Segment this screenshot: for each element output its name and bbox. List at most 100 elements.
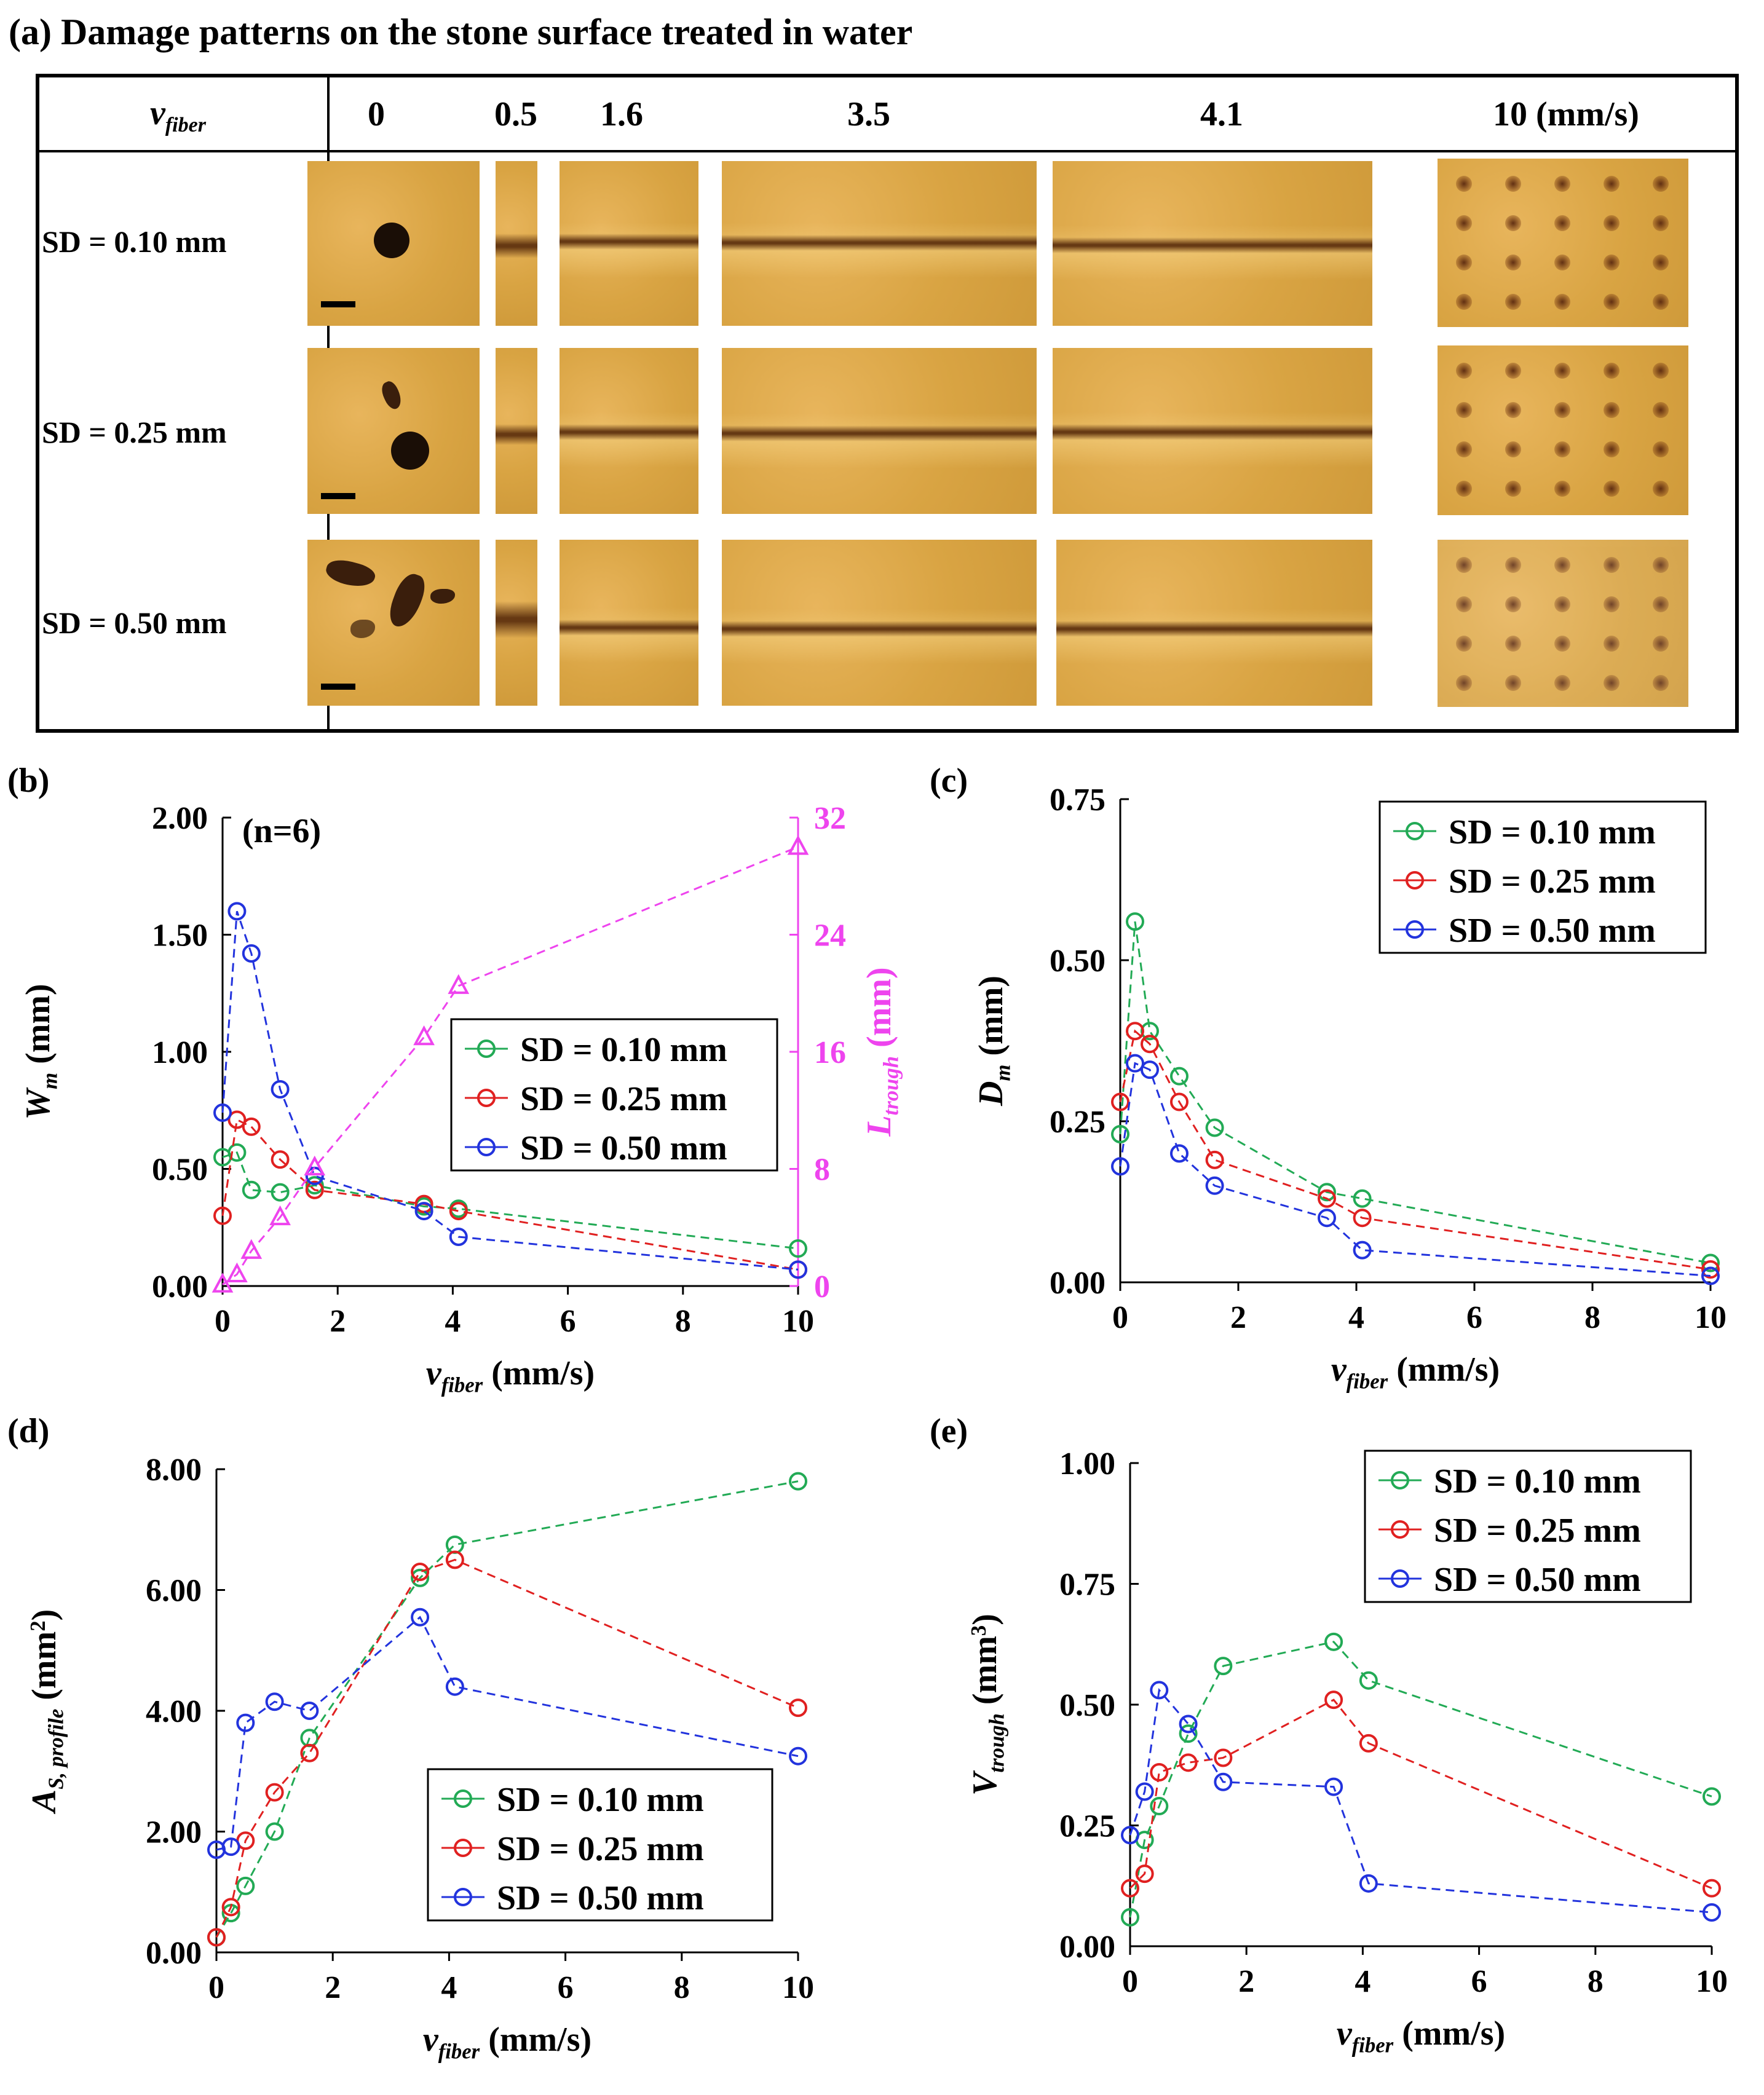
data-point-series-2 — [300, 1743, 319, 1762]
y-axis-label-subscript: trough — [984, 1713, 1008, 1773]
data-point-series-3 — [242, 944, 261, 963]
impact-spot — [1554, 675, 1570, 691]
x-axis-label: vfiber (mm/s) — [426, 1354, 595, 1397]
legend-marker — [1391, 1569, 1409, 1588]
x-axis-label-unit: (mm/s) — [1393, 2014, 1505, 2053]
impact-spot — [1604, 254, 1620, 270]
col-header-10: 10 (mm/s) — [1493, 95, 1639, 133]
data-point-series-3 — [213, 1103, 232, 1122]
impact-spot — [1505, 402, 1521, 418]
data-point-ltrough — [269, 1205, 291, 1226]
data-point-series-1 — [789, 1472, 807, 1491]
x-tick-label: 4 — [1355, 1964, 1370, 1999]
data-point-series-3 — [1214, 1772, 1233, 1791]
data-point-series-3 — [414, 1202, 433, 1221]
y-tick-label: 2.00 — [146, 1815, 202, 1850]
legend-label: SD = 0.10 mm — [520, 1031, 727, 1069]
photo-sd050-v0.5 — [496, 540, 537, 706]
impact-spot — [1505, 557, 1521, 573]
impact-spot — [1554, 254, 1570, 270]
y-axis-label: AS, profile (mm2) — [25, 1609, 68, 1815]
chart-e: 0.00 0.25 0.50 0.75 1.00 0 2 4 6 8 10 vfiber (mm/s)… — [966, 1446, 1728, 2057]
photo-sd010-v0.5 — [496, 161, 537, 326]
y-tick-label: 0.00 — [152, 1269, 208, 1304]
legend-label: SD = 0.25 mm — [497, 1830, 704, 1868]
legend-label: SD = 0.50 mm — [1434, 1561, 1641, 1599]
data-point-series-2 — [1205, 1150, 1224, 1169]
x-axis-label-subscript: fiber — [438, 2039, 480, 2063]
legend-label: SD = 0.25 mm — [520, 1080, 727, 1118]
data-point-series-1 — [227, 1143, 247, 1162]
impact-spot — [1554, 294, 1570, 310]
data-point-ltrough — [787, 835, 809, 855]
data-point-series-1 — [236, 1876, 255, 1895]
data-point-series-3 — [445, 1677, 464, 1696]
crater-spot — [374, 223, 409, 258]
x-axis-label-subscript: fiber — [1352, 2033, 1394, 2057]
data-point-series-3 — [1126, 1054, 1144, 1073]
photo-sd050-v4.1 — [1056, 540, 1372, 706]
impact-spot — [1554, 441, 1570, 457]
groove-mark — [560, 234, 698, 250]
y-tick-label: 0.00 — [146, 1936, 202, 1971]
y-tick-label: 0.25 — [1059, 1809, 1115, 1844]
photo-sd050-v3.5 — [722, 540, 1037, 706]
y-tick-label: 6.00 — [146, 1574, 202, 1609]
crater-blob — [384, 570, 430, 631]
data-point-series-1 — [1318, 1183, 1336, 1202]
x-axis-label-symbol: v — [1337, 2014, 1353, 2053]
data-point-series-3 — [1141, 1060, 1159, 1079]
data-point-series-1 — [1121, 1908, 1139, 1927]
data-point-series-2 — [1111, 1092, 1129, 1111]
y2-tick-label: 32 — [814, 801, 846, 836]
impact-spot — [1653, 215, 1669, 231]
data-point-series-1 — [265, 1822, 284, 1841]
data-point-series-3 — [1703, 1903, 1721, 1922]
data-point-series-1 — [1324, 1632, 1343, 1651]
impact-spot — [1456, 363, 1472, 379]
y2-axis-label-unit: (mm) — [860, 967, 898, 1056]
groove-mark — [496, 601, 537, 638]
chart-d: 0.00 2.00 4.00 6.00 8.00 0 2 4 6 8 10 vfiber (mm/s)… — [25, 1453, 814, 2063]
impact-spot — [1456, 402, 1472, 418]
data-point-series-1 — [1353, 1189, 1372, 1208]
impact-spot — [1554, 636, 1570, 652]
data-point-series-3 — [1353, 1241, 1372, 1260]
impact-spot — [1604, 636, 1620, 652]
legend-marker — [477, 1138, 496, 1156]
data-point-series-2 — [1170, 1092, 1189, 1111]
legend-marker — [1406, 871, 1424, 890]
y-axis-label-superscript: 3 — [967, 1625, 991, 1636]
legend-marker — [1391, 1471, 1409, 1489]
legend-marker — [1391, 1520, 1409, 1539]
x-tick-label: 10 — [782, 1304, 814, 1339]
impact-spot — [1653, 176, 1669, 192]
data-point-series-3 — [1179, 1714, 1198, 1734]
y-axis-label-close: ) — [966, 1614, 1004, 1625]
data-point-series-2 — [411, 1563, 430, 1582]
legend-label: SD = 0.50 mm — [497, 1879, 704, 1917]
impact-spot — [1604, 402, 1620, 418]
groove-mark — [1053, 237, 1372, 253]
y-axis-label: Vtrough (mm3) — [966, 1614, 1008, 1796]
scale-bar — [321, 684, 355, 690]
legend-label: SD = 0.25 mm — [1434, 1512, 1641, 1550]
impact-spot — [1505, 254, 1521, 270]
impact-spot — [1456, 294, 1472, 310]
data-point-ltrough — [226, 1262, 248, 1282]
data-point-series-2 — [1150, 1763, 1169, 1782]
data-point-series-2 — [1703, 1879, 1721, 1898]
x-tick-label: 6 — [560, 1304, 576, 1339]
legend-marker — [477, 1040, 496, 1058]
data-point-series-2 — [1214, 1748, 1233, 1767]
y-tick-label: 0.25 — [1050, 1105, 1105, 1140]
data-point-series-3 — [1135, 1782, 1154, 1801]
data-point-series-2 — [1701, 1260, 1720, 1279]
data-point-series-3 — [1318, 1209, 1336, 1228]
y-axis-label-symbol: W — [19, 1087, 57, 1120]
y-axis-label-subscript: S, profile — [44, 1709, 68, 1789]
x-axis-label: vfiber (mm/s) — [1337, 2014, 1505, 2057]
data-point-series-1 — [1701, 1253, 1720, 1272]
data-point-series-2 — [242, 1117, 261, 1136]
y-axis-label-unit: (mm — [966, 1636, 1004, 1713]
